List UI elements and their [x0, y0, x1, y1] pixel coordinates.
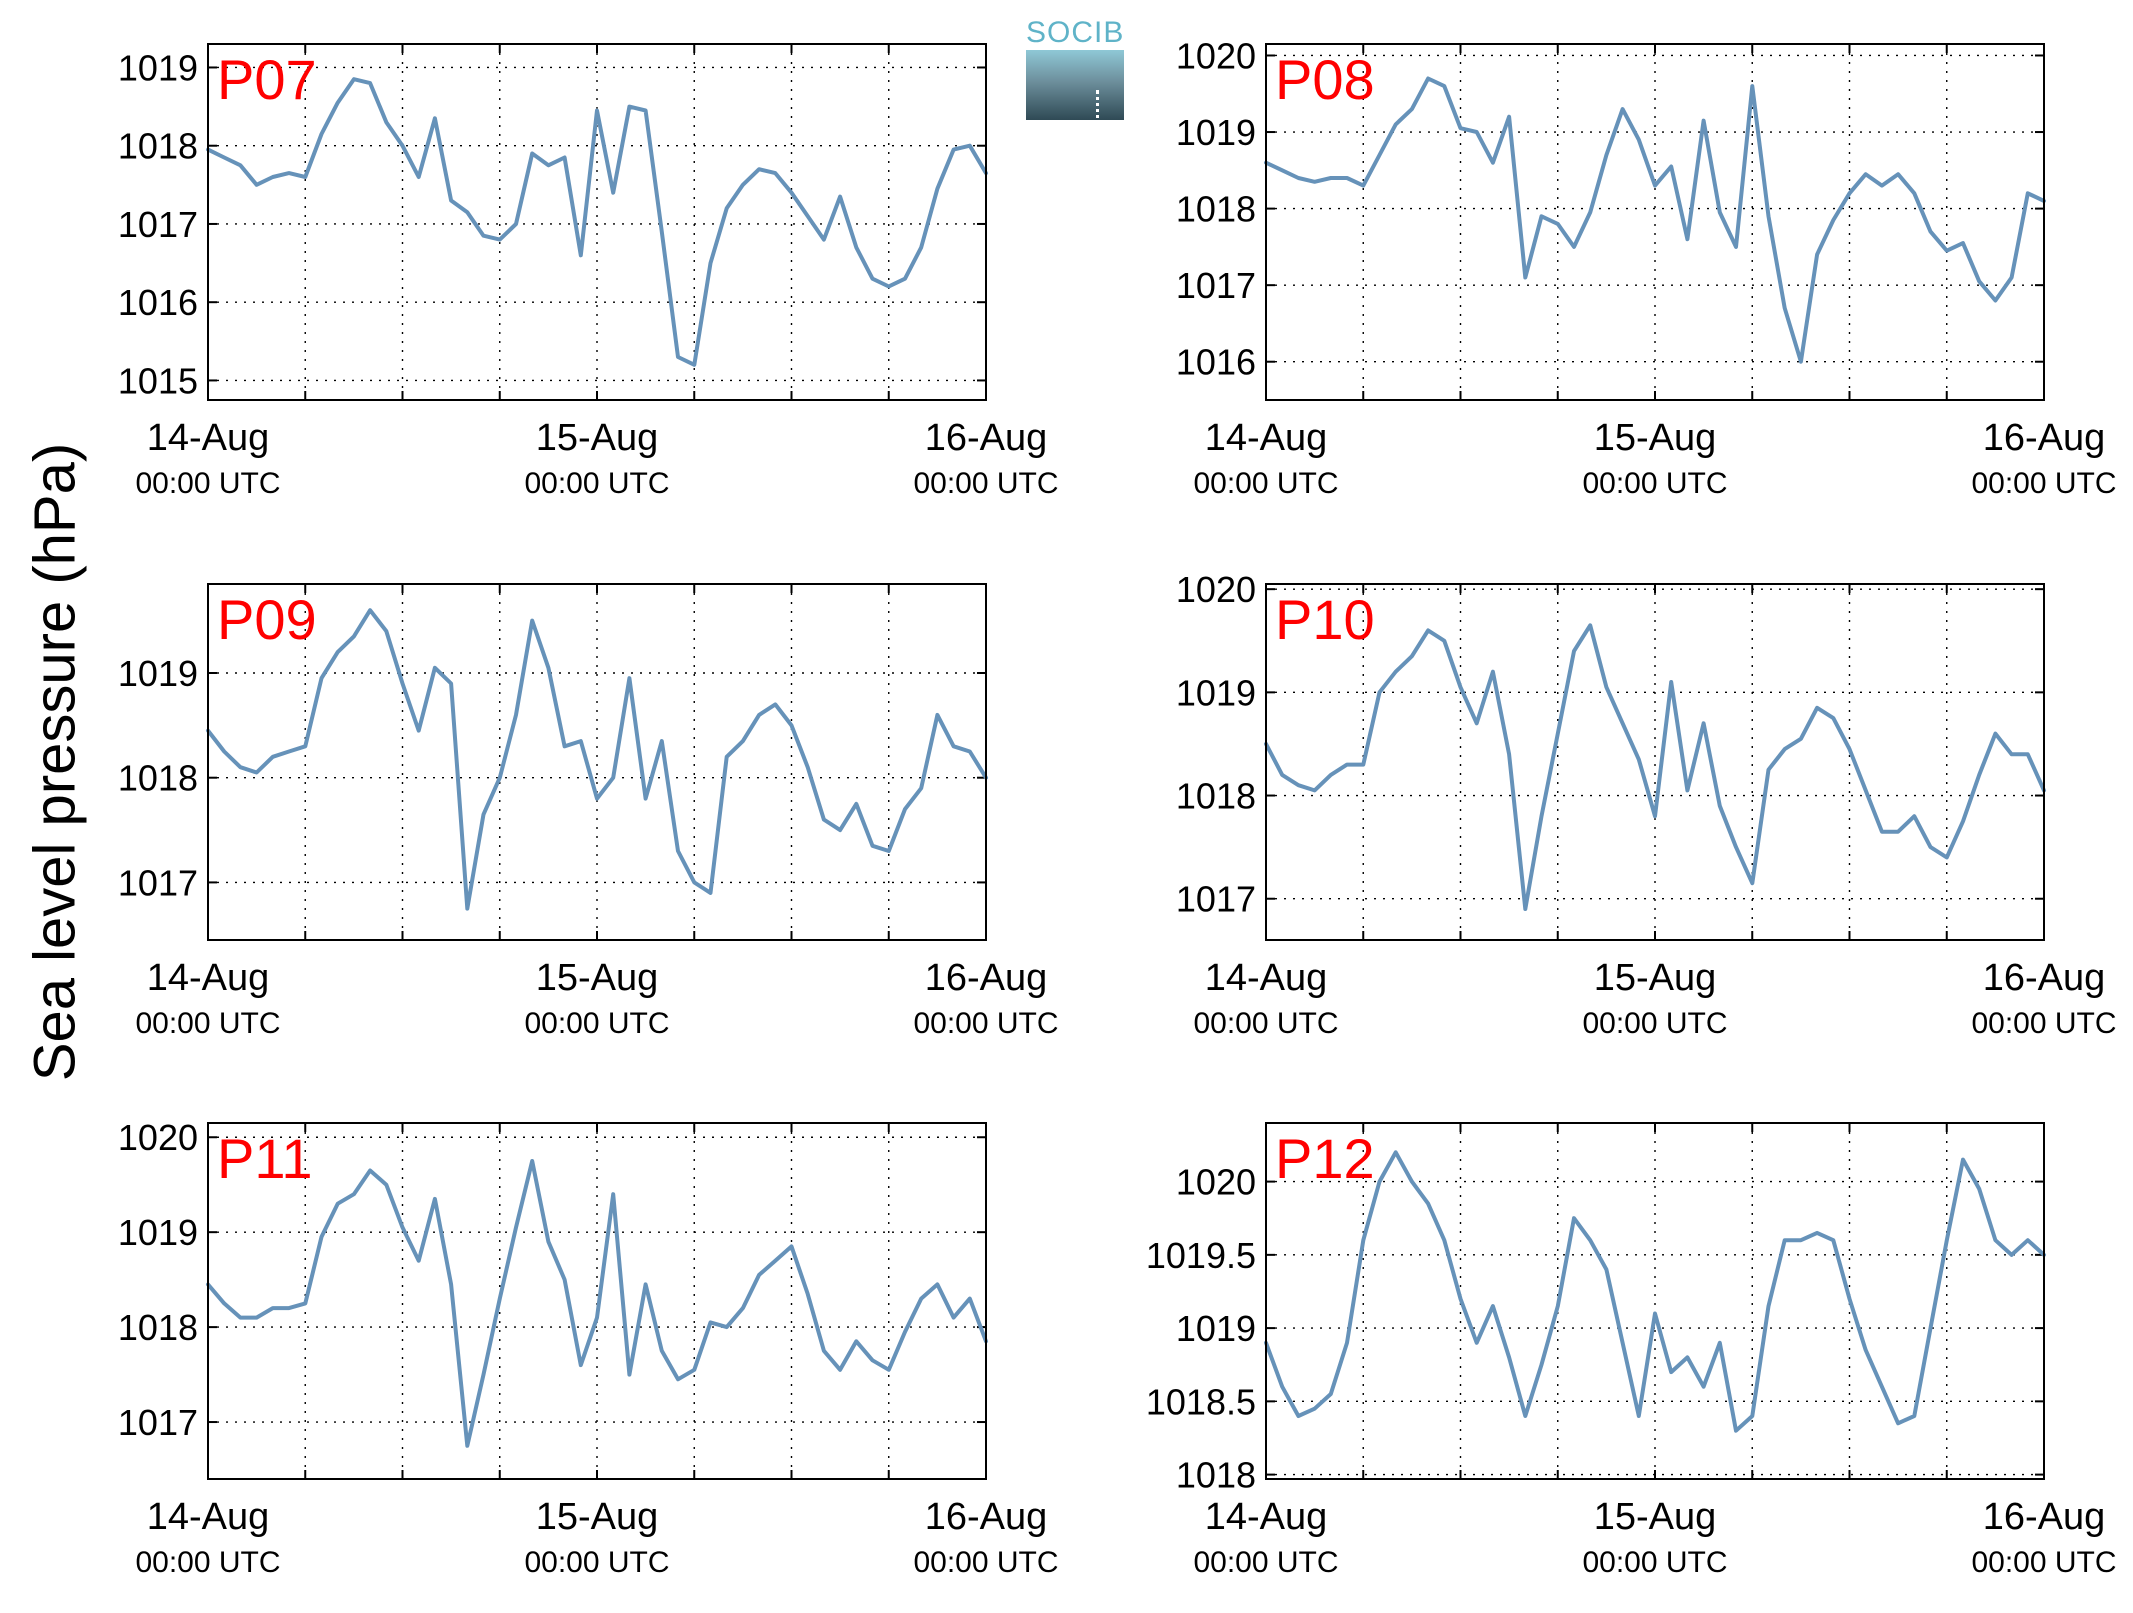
x-tick-label-date: 16-Aug: [925, 417, 1048, 459]
x-tick-label-time: 00:00 UTC: [913, 1007, 1058, 1040]
x-tick-label-time: 00:00 UTC: [135, 1546, 280, 1579]
x-tick-label-time: 00:00 UTC: [1582, 1007, 1727, 1040]
x-tick-label-time: 00:00 UTC: [1971, 467, 2116, 500]
y-tick-label: 1019.5: [1146, 1235, 1256, 1276]
y-tick-label: 1020: [1176, 35, 1256, 76]
logo-dotted-line: [1096, 90, 1099, 150]
panel-p08: 1016 1017 1018 1019 1020 14-Aug 00:00 UTC 15-Au…: [1176, 35, 2117, 500]
axes-frame: [207, 43, 987, 401]
y-tick-label: 1019: [1176, 112, 1256, 153]
panel-label: P07: [217, 48, 317, 111]
y-tick-label: 1018: [118, 758, 198, 799]
x-tick-label-time: 00:00 UTC: [913, 1546, 1058, 1579]
x-tick-label-time: 00:00 UTC: [135, 1007, 280, 1040]
panel-label: P08: [1275, 48, 1375, 111]
axes-frame: [1265, 1122, 2045, 1480]
y-tick-label: 1017: [118, 862, 198, 903]
y-tick-label: 1019: [1176, 1308, 1256, 1349]
panel-p09: 1017 1018 1019 14-Aug 00:00 UTC 15-Aug 00:00 U…: [118, 583, 1059, 1040]
panel-p11: 1017 1018 1019 1020 14-Aug 00:00 UTC 15-Aug 00:…: [118, 1117, 1059, 1579]
y-tick-label: 1020: [1176, 1162, 1256, 1203]
x-tick-label-date: 16-Aug: [925, 957, 1048, 999]
x-tick-label-date: 15-Aug: [536, 417, 659, 459]
y-tick-label: 1015: [118, 360, 198, 401]
y-tick-label: 1018: [1176, 776, 1256, 817]
y-tick-label: 1019: [118, 47, 198, 88]
x-tick-label-date: 15-Aug: [1594, 417, 1717, 459]
y-tick-label: 1019: [118, 1212, 198, 1253]
panel-label: P12: [1275, 1127, 1375, 1190]
series-line-p11: [206, 1159, 988, 1448]
y-tick-label: 1020: [1176, 569, 1256, 610]
axes-frame: [1265, 43, 2045, 401]
series-line-p12: [1264, 1150, 2046, 1433]
y-tick-label: 1018: [118, 1307, 198, 1348]
y-tick-label: 1017: [118, 204, 198, 245]
x-tick-label-time: 00:00 UTC: [135, 467, 280, 500]
y-tick-label: 1016: [118, 282, 198, 323]
panel-p07: 1015 1016 1017 1018 1019 14-Aug 00:00 UTC 15-Au…: [118, 43, 1059, 500]
y-tick-label: 1017: [1176, 879, 1256, 920]
x-tick-label-time: 00:00 UTC: [1971, 1546, 2116, 1579]
y-tick-label: 1018: [118, 126, 198, 167]
series-line-p09: [206, 608, 988, 911]
y-tick-label: 1018.5: [1146, 1381, 1256, 1422]
logo-graphic: [1026, 50, 1124, 150]
x-tick-label-time: 00:00 UTC: [524, 1546, 669, 1579]
x-tick-label-date: 16-Aug: [1983, 957, 2106, 999]
series-line-p10: [1264, 623, 2046, 911]
socib-logo: SOCIB: [1026, 16, 1125, 150]
x-tick-label-date: 16-Aug: [1983, 417, 2106, 459]
x-tick-label-time: 00:00 UTC: [524, 467, 669, 500]
x-tick-label-date: 14-Aug: [1205, 1496, 1328, 1538]
axes-frame: [207, 583, 987, 941]
y-tick-label: 1017: [1176, 265, 1256, 306]
x-tick-label-date: 15-Aug: [536, 957, 659, 999]
x-tick-label-time: 00:00 UTC: [1582, 467, 1727, 500]
y-tick-label: 1019: [118, 653, 198, 694]
x-tick-label-date: 14-Aug: [147, 957, 270, 999]
y-axis-label: Sea level pressure (hPa): [22, 442, 88, 1082]
panel-label: P10: [1275, 588, 1375, 651]
x-tick-label-date: 14-Aug: [1205, 417, 1328, 459]
x-tick-label-date: 15-Aug: [536, 1496, 659, 1538]
series-line-p07: [206, 77, 988, 367]
x-tick-label-time: 00:00 UTC: [1193, 1546, 1338, 1579]
y-tick-label: 1018: [1176, 189, 1256, 230]
x-tick-label-date: 15-Aug: [1594, 957, 1717, 999]
x-tick-label-date: 16-Aug: [1983, 1496, 2106, 1538]
y-tick-label: 1018: [1176, 1455, 1256, 1496]
x-tick-label-time: 00:00 UTC: [913, 467, 1058, 500]
axes-frame: [207, 1122, 987, 1480]
y-tick-label: 1017: [118, 1402, 198, 1443]
panel-label: P09: [217, 588, 317, 651]
logo-text: SOCIB: [1026, 16, 1125, 49]
x-tick-label-date: 14-Aug: [147, 1496, 270, 1538]
x-tick-label-time: 00:00 UTC: [1582, 1546, 1727, 1579]
panel-p10: 1017 1018 1019 1020 14-Aug 00:00 UTC 15-Aug 00:…: [1176, 569, 2117, 1040]
x-tick-label-date: 15-Aug: [1594, 1496, 1717, 1538]
x-tick-label-date: 14-Aug: [147, 417, 270, 459]
x-tick-label-time: 00:00 UTC: [1193, 1007, 1338, 1040]
panel-p12: 1018 1018.5 1019 1019.5 1020 14-Aug 00:00 UTC 1…: [1146, 1122, 2117, 1579]
x-tick-label-time: 00:00 UTC: [1971, 1007, 2116, 1040]
x-tick-label-time: 00:00 UTC: [524, 1007, 669, 1040]
y-tick-label: 1019: [1176, 672, 1256, 713]
panel-label: P11: [217, 1127, 312, 1190]
axes-frame: [1265, 583, 2045, 941]
y-tick-label: 1016: [1176, 342, 1256, 383]
x-tick-label-date: 16-Aug: [925, 1496, 1048, 1538]
series-line-p08: [1264, 76, 2046, 364]
x-tick-label-time: 00:00 UTC: [1193, 467, 1338, 500]
x-tick-label-date: 14-Aug: [1205, 957, 1328, 999]
y-tick-label: 1020: [118, 1117, 198, 1158]
